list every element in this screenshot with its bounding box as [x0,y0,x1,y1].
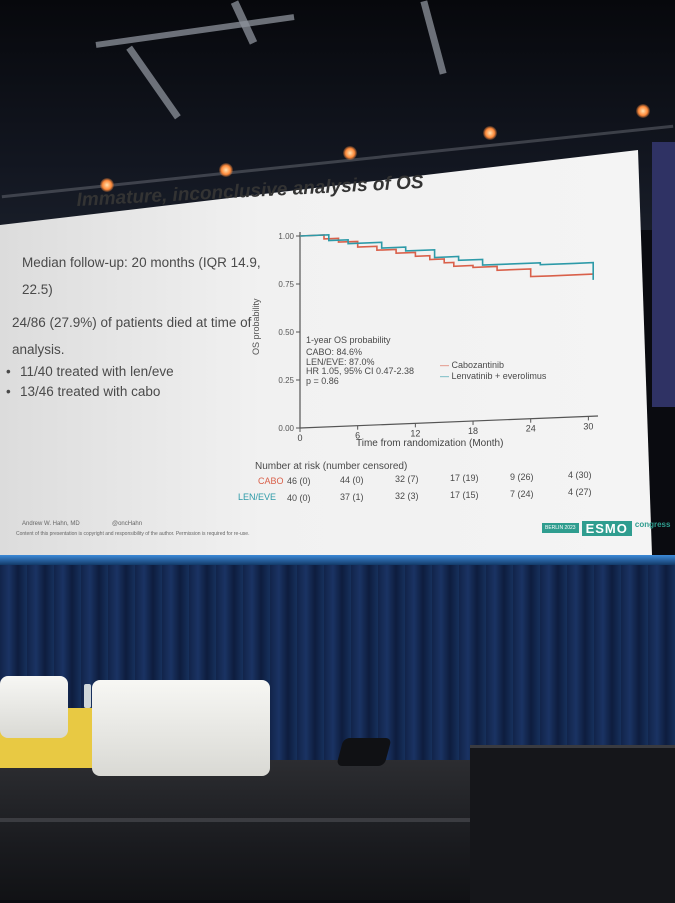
legend-label-cabo: Cabozantinib [451,360,505,370]
y-tick-label: 0.00 [278,424,294,433]
risk-table-header: Number at risk (number censored) [255,461,408,472]
esmo-logo-word: ESMO [581,520,632,536]
y-tick-label: 0.25 [278,376,294,385]
x-tick-label: 0 [297,433,302,443]
annotation-hr: HR 1.05, 95% CI 0.47-2.38 [306,366,415,376]
legend-swatch-cabo: — [440,360,449,370]
deaths-line-2: analysis. [12,342,65,357]
stage-light [636,104,650,118]
risk-cell: 46 (0) [287,476,311,486]
annotation-p: p = 0.86 [306,376,339,386]
bullet-dot: • [6,384,11,399]
risk-cell: 7 (24) [510,489,534,499]
stage-light [100,178,114,192]
risk-cell: 9 (26) [510,472,534,482]
screen-border-glow [0,555,675,567]
risk-cell: 4 (30) [568,470,592,480]
risk-row-label-cabo: CABO [258,476,284,486]
bullet-leneve: 11/40 treated with len/eve [20,364,174,379]
risk-row-label-leneve: LEN/EVE [238,492,277,502]
annotation-leneve: LEN/EVE: 87.0% [306,357,375,367]
x-tick-label: 30 [583,421,593,431]
esmo-logo: BERLIN 2023 ESMO congress [542,518,670,538]
risk-cell: 17 (19) [450,473,479,483]
author-name: Andrew W. Hahn, MD [22,521,80,527]
armchair-right [92,680,270,776]
annotation-header: 1-year OS probability [306,335,391,345]
esmo-logo-congress: congress [634,519,671,529]
author-handle: @oncHahn [112,521,143,527]
y-axis-label: OS probability [251,298,261,355]
followup-line-1: Median follow-up: 20 months (IQR 14.9, [22,255,261,270]
water-bottle [84,684,91,708]
stage-light [219,163,233,177]
followup-line-2: 22.5) [22,282,53,297]
x-tick-label: 12 [410,428,420,438]
esmo-logo-badge: BERLIN 2023 [542,523,579,533]
y-tick-label: 0.75 [278,280,294,289]
stage-light [483,126,497,140]
lenvatinib-everolimus-curve [299,233,595,280]
copyright-disclaimer: Content of this presentation is copyrigh… [16,531,250,537]
risk-cell: 37 (1) [340,492,364,502]
stage-edge [0,818,530,822]
risk-cell: 32 (3) [395,491,419,501]
x-axis-label: Time from randomization (Month) [356,438,503,449]
y-tick-label: 0.50 [278,328,294,337]
annotation-cabo: CABO: 84.6% [306,347,363,357]
legend-item-cabo: — Cabozantinib [440,360,504,370]
risk-cell: 32 (7) [395,474,419,484]
bullet-dot: • [6,364,11,379]
armchair-left [0,676,68,738]
stage-riser [470,745,675,903]
stage-light [343,146,357,160]
x-tick-label: 6 [355,431,360,441]
legend-label-leneve: Lenvatinib + everolimus [451,371,547,381]
risk-cell: 40 (0) [287,493,311,503]
deaths-line-1: 24/86 (27.9%) of patients died at time o… [12,315,252,330]
x-axis [299,415,599,429]
side-screen [652,142,675,407]
y-tick-label: 1.00 [278,232,294,241]
risk-cell: 44 (0) [340,475,364,485]
projected-slide [0,150,652,555]
risk-cell: 4 (27) [568,487,592,497]
x-tick-label: 24 [526,424,536,434]
legend-item-leneve: — Lenvatinib + everolimus [440,371,546,381]
bullet-cabo: 13/46 treated with cabo [20,384,161,399]
legend-swatch-leneve: — [440,371,449,381]
cabozantinib-curve [299,234,594,278]
risk-cell: 17 (15) [450,490,479,500]
x-tick-label: 18 [468,426,478,436]
